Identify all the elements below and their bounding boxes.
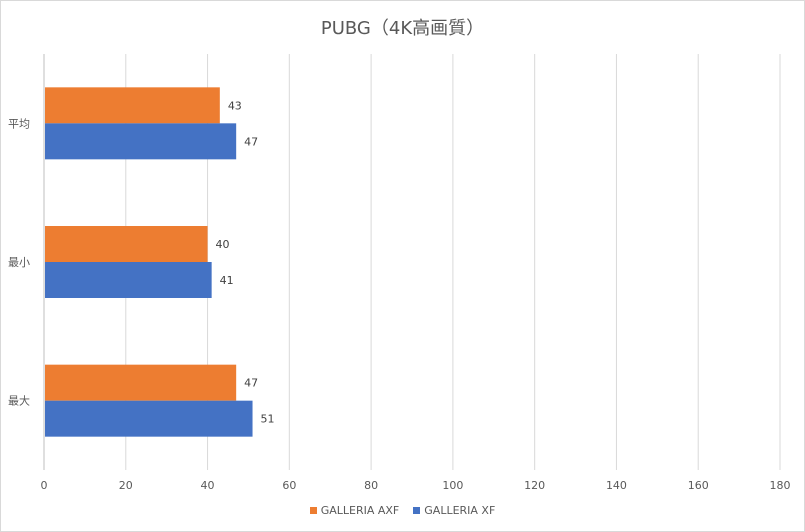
x-tick-label: 20 — [119, 479, 133, 492]
data-label: 51 — [261, 413, 275, 426]
x-tick-label: 180 — [770, 479, 791, 492]
bar — [45, 364, 237, 401]
legend: GALLERIA AXF GALLERIA XF — [0, 504, 805, 517]
data-label: 41 — [220, 274, 234, 287]
bar — [45, 262, 212, 298]
data-label: 47 — [244, 377, 258, 390]
bar — [45, 226, 208, 262]
legend-label-galleria-xf: GALLERIA XF — [424, 504, 496, 517]
bar — [45, 123, 237, 160]
category-label: 最大 — [8, 394, 30, 408]
chart-title: PUBG（4K高画質） — [320, 18, 485, 39]
x-tick-label: 120 — [524, 479, 545, 492]
data-label: 40 — [216, 238, 230, 251]
bar — [45, 400, 253, 437]
category-label: 平均 — [8, 117, 30, 130]
x-tick-label: 80 — [364, 479, 378, 492]
x-tick-label: 100 — [442, 479, 463, 492]
data-label: 47 — [244, 135, 258, 148]
legend-item-galleria-axf: GALLERIA AXF — [309, 504, 400, 517]
legend-item-galleria-xf: GALLERIA XF — [413, 504, 495, 517]
legend-swatch-galleria-xf — [413, 507, 421, 514]
legend-swatch-galleria-axf — [309, 507, 317, 514]
x-tick-label: 60 — [282, 479, 296, 492]
bar — [45, 87, 220, 124]
x-tick-label: 160 — [688, 479, 709, 492]
x-tick-label: 0 — [41, 479, 48, 492]
x-tick-label: 140 — [606, 479, 627, 492]
legend-label-galleria-axf: GALLERIA AXF — [320, 504, 400, 517]
category-label: 最小 — [8, 256, 30, 269]
data-label: 43 — [228, 99, 242, 112]
x-tick-label: 40 — [201, 479, 215, 492]
